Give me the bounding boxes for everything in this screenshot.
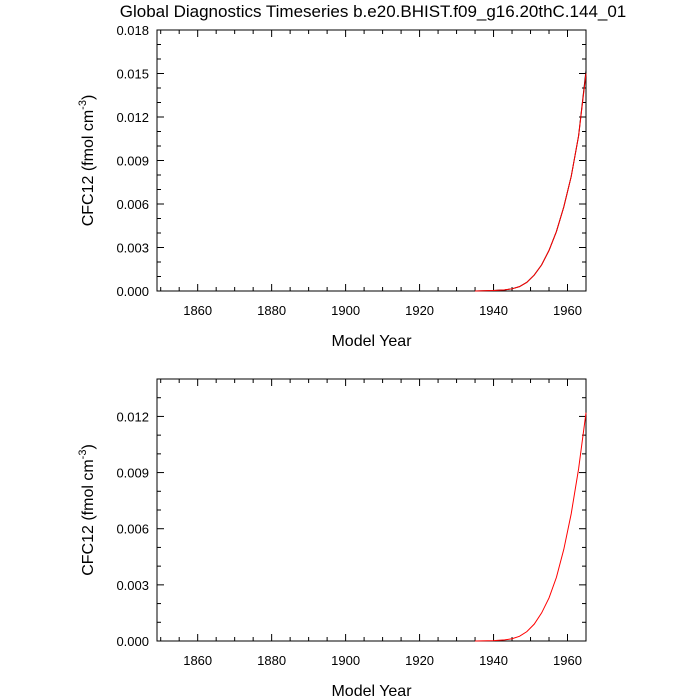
figure-title: Global Diagnostics Timeseries b.e20.BHIS… xyxy=(120,2,627,21)
y-tick-label: 0.015 xyxy=(116,67,149,82)
y-tick-label: 0.006 xyxy=(116,522,149,537)
y-tick-label: 0.012 xyxy=(116,110,149,125)
x-tick-label: 1900 xyxy=(331,303,360,318)
x-tick-label: 1860 xyxy=(183,653,212,668)
plot-frame xyxy=(156,29,587,292)
y-axis-label-close: ) xyxy=(80,444,97,449)
y-tick-label: 0.003 xyxy=(116,578,149,593)
x-tick-label: 1880 xyxy=(257,303,286,318)
y-tick-label: 0.012 xyxy=(116,409,149,424)
y-tick-label: 0.006 xyxy=(116,197,149,212)
series-line-red xyxy=(475,412,587,642)
series-line-red xyxy=(475,73,587,292)
x-tick-label: 1940 xyxy=(479,653,508,668)
y-tick-label: 0.009 xyxy=(116,466,149,481)
x-axis-label: Model Year xyxy=(331,333,412,350)
x-tick-label: 1880 xyxy=(257,653,286,668)
x-axis-label: Model Year xyxy=(331,683,412,700)
y-tick-label: 0.018 xyxy=(116,23,149,38)
y-axis-label-superscript: -3 xyxy=(77,100,89,110)
chart-panel-top: 1860 1880 1900 1920 1940 1960 0.000 0.003 0.006 0… xyxy=(77,23,587,350)
y-axis-label-main: CFC12 (fmol cm xyxy=(80,110,97,226)
x-tick-label: 1960 xyxy=(553,653,582,668)
x-tick-label: 1920 xyxy=(405,303,434,318)
y-axis-label-main: CFC12 (fmol cm xyxy=(80,459,97,575)
x-tick-label: 1940 xyxy=(479,303,508,318)
series-line-black xyxy=(475,70,587,292)
x-tick-label: 1860 xyxy=(183,303,212,318)
y-tick-label: 0.003 xyxy=(116,241,149,256)
x-tick-label: 1920 xyxy=(405,653,434,668)
y-axis-label: CFC12 (fmol cm-3) xyxy=(77,444,97,576)
y-axis-label: CFC12 (fmol cm-3) xyxy=(77,95,97,227)
y-tick-label: 0.009 xyxy=(116,154,149,169)
y-tick-label: 0.000 xyxy=(116,634,149,649)
plot-frame xyxy=(156,378,587,642)
y-axis-label-superscript: -3 xyxy=(77,450,89,460)
x-tick-label: 1900 xyxy=(331,653,360,668)
x-tick-label: 1960 xyxy=(553,303,582,318)
y-axis-label-close: ) xyxy=(80,95,97,100)
chart-panel-bottom: 1860 1880 1900 1920 1940 1960 0.000 0.003 0.006 0… xyxy=(77,378,587,700)
y-tick-label: 0.000 xyxy=(116,284,149,299)
